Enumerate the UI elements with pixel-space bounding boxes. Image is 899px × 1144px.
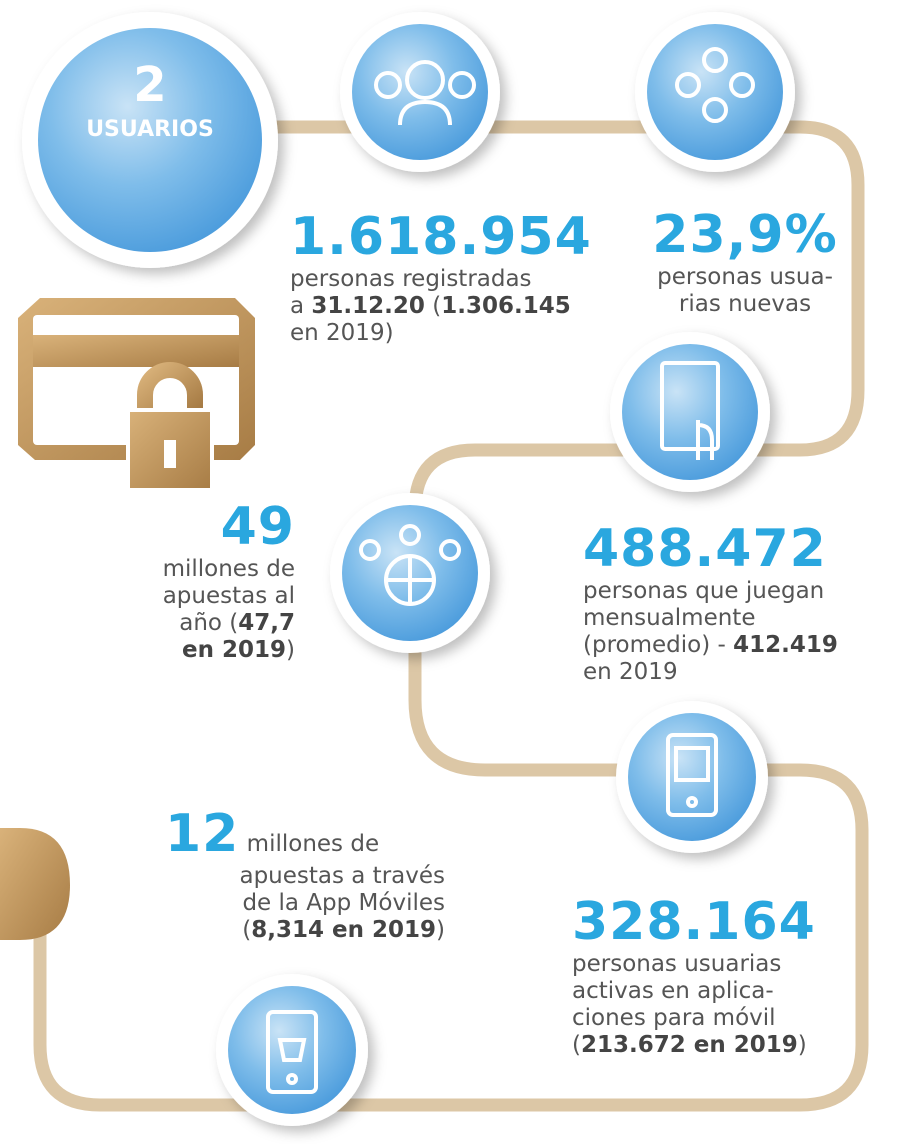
text: mensualmente xyxy=(583,605,756,631)
text: personas que juegan xyxy=(583,578,825,604)
text: 47,7 xyxy=(238,610,295,636)
text: millones de xyxy=(239,831,380,857)
stat-number: 488.472 xyxy=(583,519,827,579)
stat-number: 1.618.954 xyxy=(290,207,592,267)
header: 2 USUARIOS xyxy=(40,55,260,145)
stat-line: ciones para móvil xyxy=(572,1005,816,1032)
stat-line: personas usua- xyxy=(630,264,860,291)
stat-line: personas registradas xyxy=(290,266,592,293)
text: (promedio) - xyxy=(583,632,734,658)
stat-line: rias nuevas xyxy=(630,291,860,318)
icon-circle xyxy=(622,344,758,480)
text: personas usua- xyxy=(657,264,833,290)
stat-number-row: 23,9% xyxy=(630,206,860,264)
stat-line: 12 millones de xyxy=(150,805,445,863)
text: 1.306.145 xyxy=(441,293,571,319)
stat-number-row: 328.164 xyxy=(572,893,816,951)
text: ( xyxy=(242,917,252,943)
stat-number-row: 1.618.954 xyxy=(290,208,592,266)
text: 8,314 en 2019 xyxy=(251,917,437,943)
header-title: USUARIOS xyxy=(86,117,214,142)
text: en 2019) xyxy=(290,320,394,346)
stat-line: personas que juegan xyxy=(583,578,838,605)
text: 213.672 en 2019 xyxy=(580,1032,798,1058)
icon-circle xyxy=(647,24,783,160)
stat: 49 millones de apuestas al año (47,7 en 2019… xyxy=(80,498,295,664)
stat-line: activas en aplica- xyxy=(572,978,816,1005)
stat-line: apuestas a través xyxy=(150,863,445,890)
stat: 1.618.954 personas registradas a 31.12.20 … xyxy=(290,208,592,347)
text: ciones para móvil xyxy=(572,1005,776,1031)
stat-number: 328.164 xyxy=(572,892,816,952)
connector-path xyxy=(0,120,869,1112)
stat-line: en 2019) xyxy=(80,637,295,664)
stat-number-row: 488.472 xyxy=(583,520,838,578)
stat: 488.472 personas que juegan mensualmente (p… xyxy=(583,520,838,686)
text: ( xyxy=(572,1032,581,1058)
text: ) xyxy=(797,1032,807,1058)
stat-line: (8,314 en 2019) xyxy=(150,917,445,944)
stat-line: año (47,7 xyxy=(80,610,295,637)
stat-line: en 2019 xyxy=(583,659,838,686)
stat-line: en 2019) xyxy=(290,320,592,347)
card-lock-icon xyxy=(18,298,255,492)
text: millones de xyxy=(162,556,295,582)
icon-circle xyxy=(352,24,488,160)
stat-number: 23,9% xyxy=(652,205,838,265)
stat-number: 12 xyxy=(165,804,240,864)
text: personas registradas xyxy=(290,266,532,292)
text: activas en aplica- xyxy=(572,978,774,1004)
icons xyxy=(266,47,755,1094)
stat-line: (213.672 en 2019) xyxy=(572,1032,816,1059)
stat-line: (promedio) - 412.419 xyxy=(583,632,838,659)
stat: 328.164 personas usuarias activas en aplic… xyxy=(572,893,816,1059)
stat-line: personas usuarias xyxy=(572,951,816,978)
text: ) xyxy=(286,637,295,663)
text: en 2019 xyxy=(182,637,287,663)
text: a xyxy=(290,293,312,319)
text: apuestas a través xyxy=(239,863,445,889)
icon-circle xyxy=(228,986,356,1114)
text: apuestas al xyxy=(162,583,295,609)
stat-line: mensualmente xyxy=(583,605,838,632)
header-number: 2 xyxy=(133,57,167,113)
stat: 12 millones de apuestas a través de la App… xyxy=(150,805,445,944)
stat-number: 49 xyxy=(220,497,295,557)
text: 412.419 xyxy=(733,632,838,658)
text: de la App Móviles xyxy=(242,890,445,916)
header-circle xyxy=(38,28,262,252)
text: ) xyxy=(436,917,445,943)
icon-circle xyxy=(628,713,756,841)
gold-tab xyxy=(0,828,70,940)
text: rias nuevas xyxy=(678,291,812,317)
text: año ( xyxy=(179,610,239,636)
text: personas usuarias xyxy=(572,951,782,977)
text: ( xyxy=(424,293,442,319)
text: 31.12.20 xyxy=(311,293,425,319)
stat-line: millones de xyxy=(80,556,295,583)
stat-number-row: 49 xyxy=(80,498,295,556)
stat-line: de la App Móviles xyxy=(150,890,445,917)
text: en 2019 xyxy=(583,659,678,685)
stat-line: a 31.12.20 (1.306.145 xyxy=(290,293,592,320)
stat: 23,9% personas usua-rias nuevas xyxy=(630,206,860,318)
stat-line: apuestas al xyxy=(80,583,295,610)
